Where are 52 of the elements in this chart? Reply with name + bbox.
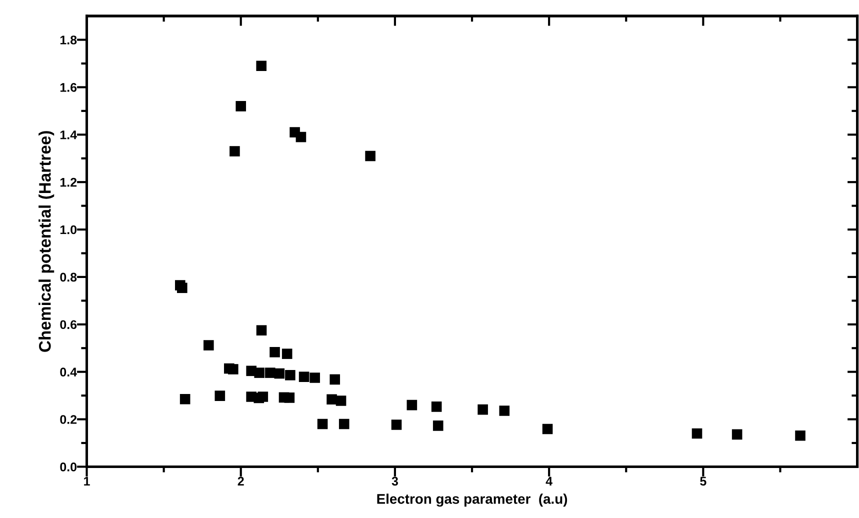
x-tick-label: 5 bbox=[700, 476, 706, 486]
point bbox=[282, 348, 292, 359]
point bbox=[228, 364, 238, 374]
y-tick-label: 1.2 bbox=[60, 178, 77, 187]
point bbox=[317, 418, 328, 430]
point bbox=[391, 420, 402, 430]
point bbox=[298, 372, 310, 382]
point bbox=[236, 101, 246, 112]
point bbox=[296, 132, 306, 142]
point bbox=[542, 424, 553, 434]
point bbox=[338, 418, 350, 430]
point bbox=[310, 372, 320, 383]
y-tick-label: 0.2 bbox=[60, 415, 77, 424]
point bbox=[365, 150, 376, 162]
y-tick-label: 0.4 bbox=[60, 368, 77, 376]
point bbox=[274, 368, 285, 379]
point bbox=[330, 374, 340, 385]
y-tick-label: 0.8 bbox=[60, 272, 77, 282]
point bbox=[499, 406, 510, 416]
point bbox=[336, 396, 346, 406]
x-tick-label: 2 bbox=[238, 476, 244, 486]
point bbox=[204, 340, 214, 350]
x-tick-label: 4 bbox=[546, 476, 552, 486]
point bbox=[795, 430, 806, 441]
point bbox=[284, 392, 295, 403]
y-tick-label: 1.6 bbox=[60, 83, 77, 92]
y-axis-title: Chemical potential (Hartree) bbox=[38, 131, 54, 352]
x-tick-label: 1 bbox=[84, 476, 90, 486]
point bbox=[326, 394, 337, 405]
point bbox=[478, 404, 488, 415]
point bbox=[254, 368, 265, 378]
y-tick-label: 1.0 bbox=[60, 225, 77, 234]
point bbox=[177, 282, 188, 294]
y-tick-label: 1.8 bbox=[60, 36, 77, 44]
point bbox=[256, 325, 267, 336]
point bbox=[180, 394, 190, 404]
point bbox=[431, 402, 442, 412]
point bbox=[732, 429, 742, 440]
point bbox=[256, 60, 267, 72]
x-axis-title: Electron gas parameter (a.u) bbox=[377, 494, 568, 507]
point bbox=[432, 420, 444, 431]
y-tick-label: 0.0 bbox=[60, 462, 77, 472]
point bbox=[214, 390, 226, 401]
point bbox=[270, 347, 280, 358]
point bbox=[258, 392, 268, 402]
y-tick-label: 1.4 bbox=[60, 130, 77, 140]
x-tick-label: 3 bbox=[392, 476, 398, 486]
y-tick-label: 0.6 bbox=[60, 320, 77, 330]
point bbox=[230, 146, 240, 156]
point bbox=[692, 428, 702, 439]
point bbox=[285, 370, 296, 380]
point bbox=[406, 400, 418, 410]
